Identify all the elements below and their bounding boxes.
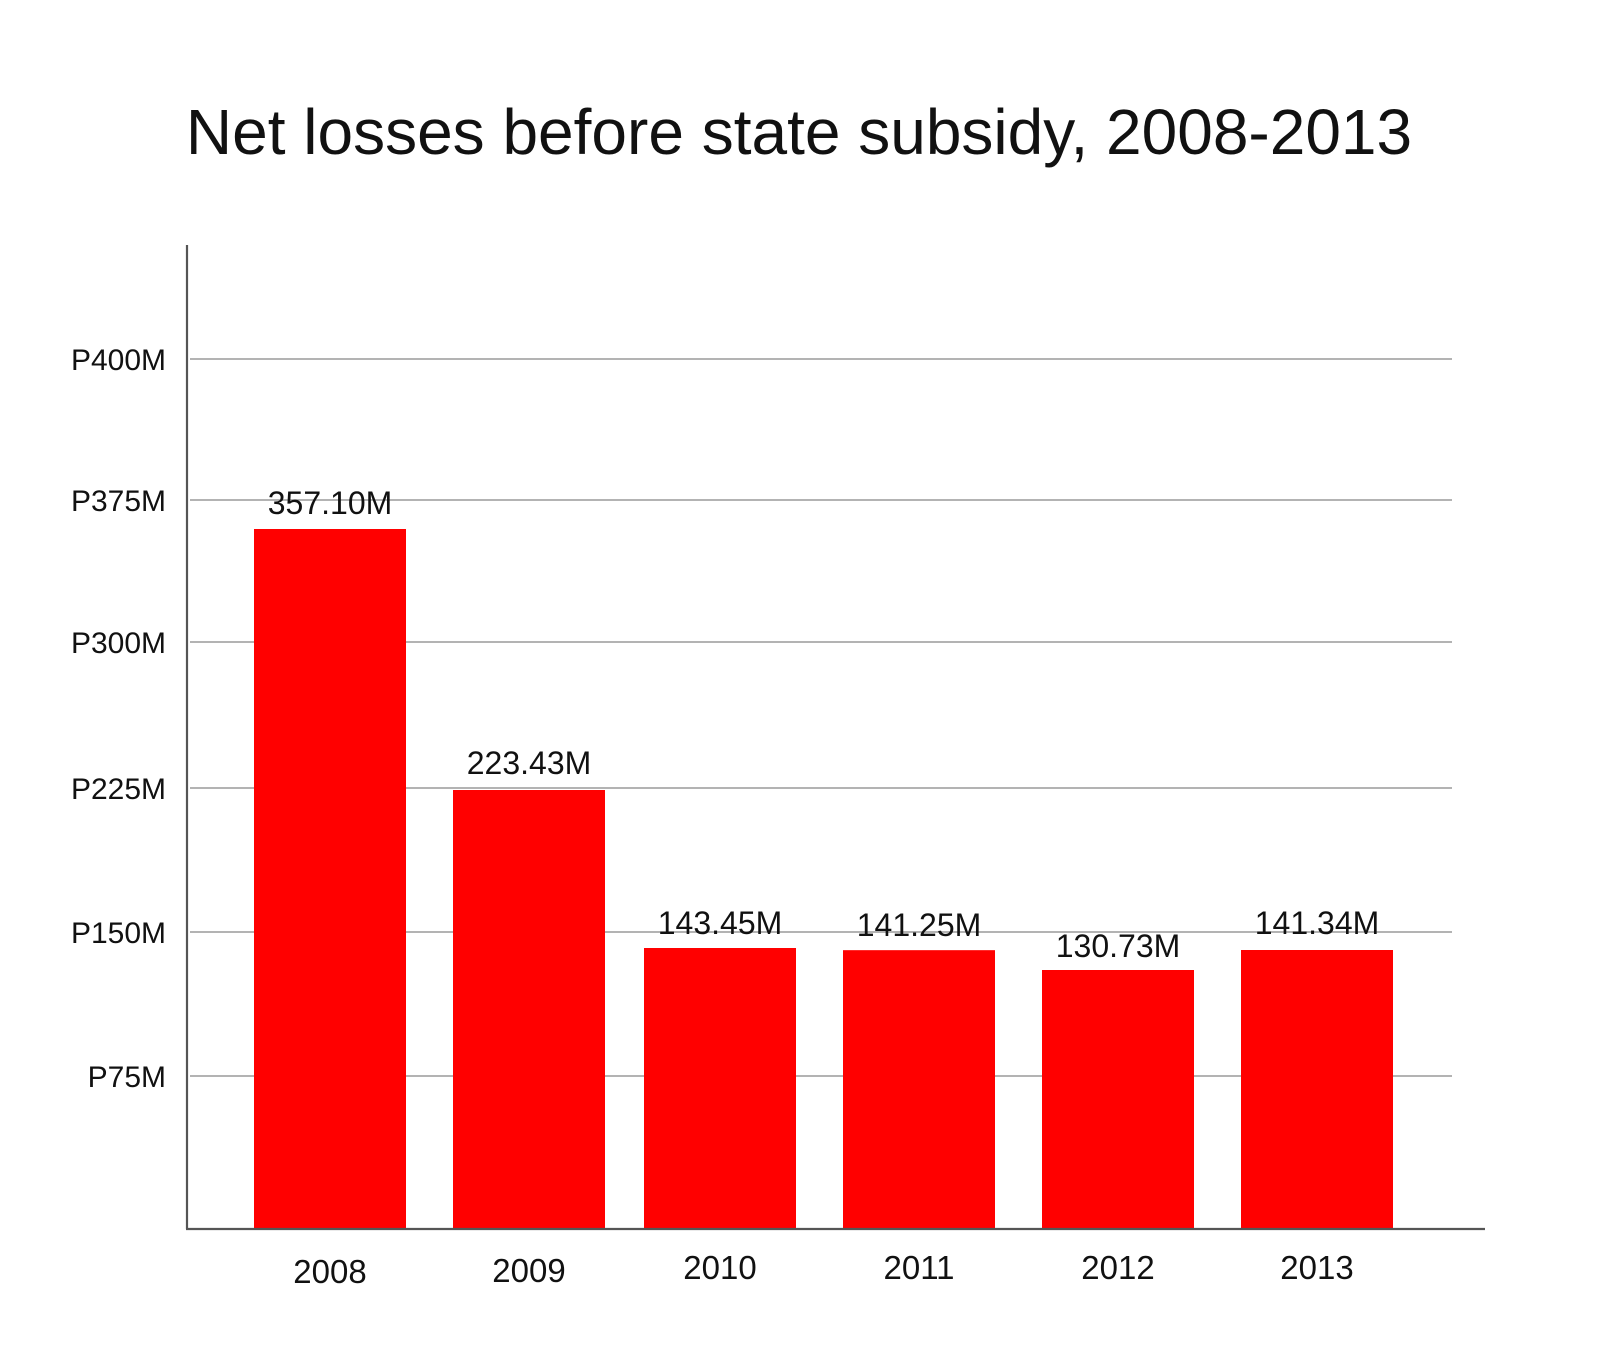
y-tick-label: P150M [71, 917, 166, 950]
x-tick-label: 2011 [884, 1249, 955, 1286]
chart-title: Net losses before state subsidy, 2008-20… [186, 96, 1412, 168]
bar-value-label: 223.43M [467, 745, 592, 781]
x-tick-label: 2010 [683, 1249, 756, 1286]
x-tick-label: 2013 [1280, 1249, 1353, 1286]
labels: P75M P150M P225M P300M P375M P400M 357.10M 2008… [71, 344, 1379, 1290]
bar-value-label: 130.73M [1056, 928, 1181, 964]
x-tick-label: 2009 [492, 1252, 565, 1289]
bar-value-label: 141.34M [1255, 905, 1380, 941]
x-tick-label: 2008 [293, 1253, 366, 1290]
x-tick-label: 2012 [1081, 1249, 1154, 1286]
y-tick-label: P400M [71, 344, 166, 377]
y-tick-label: P75M [88, 1061, 166, 1094]
bar-value-label: 143.45M [658, 905, 783, 941]
bar [254, 529, 406, 1229]
bars [254, 529, 1393, 1229]
y-tick-label: P225M [71, 773, 166, 806]
bar-value-label: 357.10M [268, 485, 393, 521]
y-tick-label: P300M [71, 627, 166, 660]
bar [1241, 950, 1393, 1229]
bar-value-label: 141.25M [857, 907, 982, 943]
bar [644, 948, 796, 1229]
bar [453, 790, 605, 1229]
bar [1042, 970, 1194, 1229]
y-tick-label: P375M [71, 485, 166, 518]
bar [843, 950, 995, 1229]
